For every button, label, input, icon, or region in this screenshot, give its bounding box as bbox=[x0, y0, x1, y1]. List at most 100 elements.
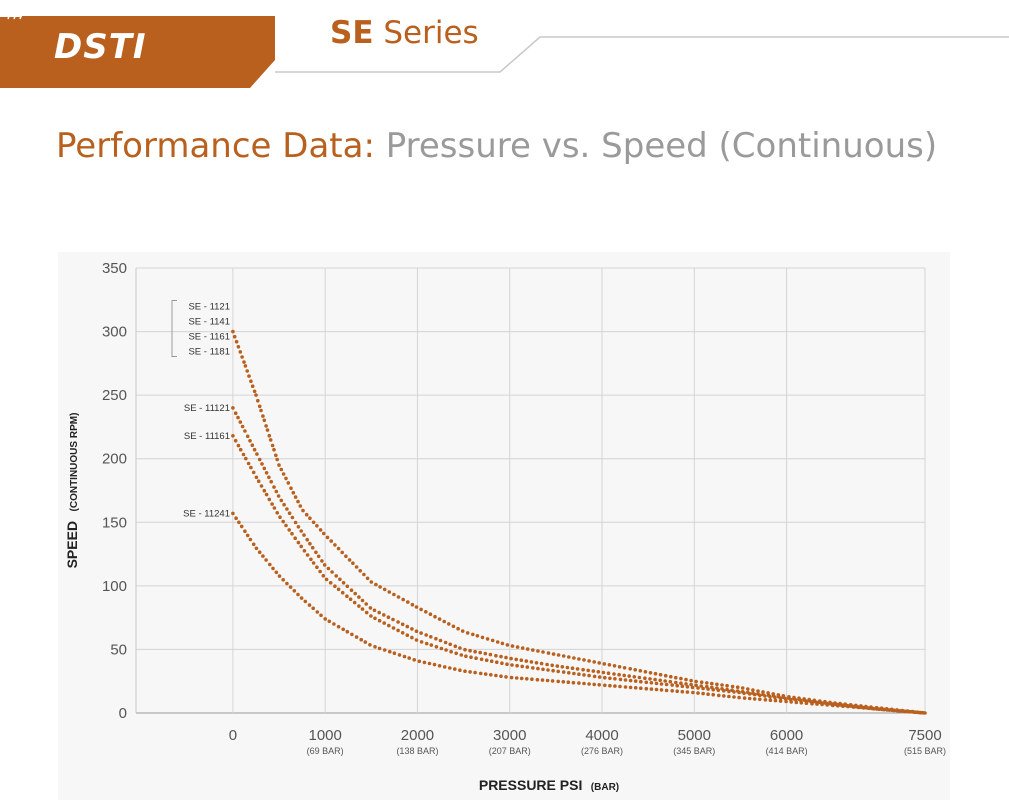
x-tick-sublabel: (414 BAR) bbox=[766, 746, 808, 756]
data-point bbox=[567, 671, 571, 675]
data-point bbox=[675, 683, 679, 688]
data-point bbox=[689, 682, 693, 687]
grid bbox=[135, 267, 926, 714]
data-point bbox=[429, 635, 433, 639]
data-point bbox=[419, 631, 423, 635]
series-label: SE - 11241 bbox=[183, 508, 230, 519]
data-point bbox=[275, 457, 280, 462]
data-point bbox=[246, 461, 251, 466]
data-point bbox=[293, 520, 298, 525]
data-point bbox=[391, 617, 395, 622]
y-tick-label: 200 bbox=[102, 451, 127, 468]
data-point bbox=[691, 690, 695, 695]
data-point bbox=[663, 679, 667, 683]
data-point bbox=[722, 689, 726, 693]
data-point bbox=[311, 520, 316, 525]
data-point bbox=[794, 700, 799, 705]
data-point bbox=[252, 389, 257, 394]
data-point bbox=[251, 470, 256, 475]
data-point bbox=[628, 667, 632, 671]
data-point bbox=[571, 680, 576, 685]
data-point bbox=[674, 675, 678, 680]
data-point bbox=[405, 633, 410, 637]
data-point bbox=[555, 664, 560, 668]
data-point bbox=[243, 364, 248, 368]
data-point bbox=[830, 703, 835, 708]
data-point bbox=[252, 447, 257, 452]
data-point bbox=[525, 665, 530, 669]
data-point bbox=[520, 646, 525, 650]
data-point bbox=[622, 666, 627, 670]
series-title-rest: Series bbox=[373, 15, 479, 51]
data-point bbox=[290, 531, 294, 536]
data-point bbox=[632, 675, 637, 679]
series-title-bold: SE bbox=[330, 15, 374, 51]
data-point bbox=[577, 657, 581, 661]
brand-logo: DSTI bbox=[54, 27, 147, 67]
data-point bbox=[318, 569, 322, 574]
data-point bbox=[746, 687, 750, 691]
data-point bbox=[872, 707, 876, 711]
data-point bbox=[758, 693, 762, 698]
data-point bbox=[810, 701, 814, 706]
data-point bbox=[485, 637, 490, 641]
data-point bbox=[664, 682, 669, 687]
data-point bbox=[804, 701, 809, 705]
data-point bbox=[419, 607, 423, 612]
data-point bbox=[923, 711, 927, 715]
data-point bbox=[386, 615, 391, 619]
data-point bbox=[345, 584, 350, 589]
data-point bbox=[369, 580, 374, 584]
data-point bbox=[597, 661, 601, 665]
data-point bbox=[236, 415, 240, 420]
data-point bbox=[716, 688, 721, 692]
data-point bbox=[582, 681, 586, 686]
x-tick-label: 1000 bbox=[308, 727, 341, 744]
data-point bbox=[319, 613, 323, 618]
data-point bbox=[291, 490, 296, 495]
data-point bbox=[680, 689, 685, 694]
data-point bbox=[531, 666, 535, 670]
data-point bbox=[761, 690, 765, 694]
data-point bbox=[261, 414, 265, 418]
x-tick-label: 0 bbox=[229, 727, 237, 744]
series-3 bbox=[231, 434, 927, 715]
data-point bbox=[499, 654, 503, 659]
data-point bbox=[479, 657, 484, 662]
y-tick-label: 350 bbox=[102, 260, 127, 277]
data-point bbox=[722, 694, 726, 698]
data-point bbox=[684, 677, 688, 682]
data-point bbox=[267, 475, 271, 480]
data-point bbox=[232, 334, 237, 339]
data-point bbox=[345, 629, 350, 634]
y-tick-label: 100 bbox=[102, 578, 127, 595]
data-point bbox=[315, 565, 319, 569]
y-tick-label: 0 bbox=[119, 705, 127, 722]
data-point bbox=[360, 598, 365, 603]
data-point bbox=[448, 666, 452, 670]
data-point bbox=[302, 549, 307, 553]
data-point bbox=[684, 682, 688, 686]
data-point bbox=[434, 645, 439, 649]
data-point bbox=[352, 600, 357, 605]
data-point bbox=[240, 424, 245, 429]
data-point bbox=[675, 689, 679, 693]
data-point bbox=[269, 479, 274, 484]
data-point bbox=[464, 654, 468, 658]
data-point bbox=[505, 643, 510, 647]
data-point bbox=[302, 533, 306, 537]
data-point bbox=[364, 602, 369, 606]
data-point bbox=[480, 635, 485, 640]
data-point bbox=[735, 685, 740, 689]
data-point bbox=[460, 629, 465, 633]
data-point bbox=[287, 528, 292, 532]
data-point bbox=[270, 443, 275, 448]
page-title: Performance Data: Pressure vs. Speed (Co… bbox=[56, 127, 937, 165]
data-point bbox=[582, 658, 586, 662]
data-point bbox=[474, 656, 478, 660]
data-point bbox=[720, 683, 724, 687]
data-point bbox=[539, 661, 544, 666]
data-point bbox=[279, 498, 284, 503]
data-point bbox=[617, 672, 621, 677]
